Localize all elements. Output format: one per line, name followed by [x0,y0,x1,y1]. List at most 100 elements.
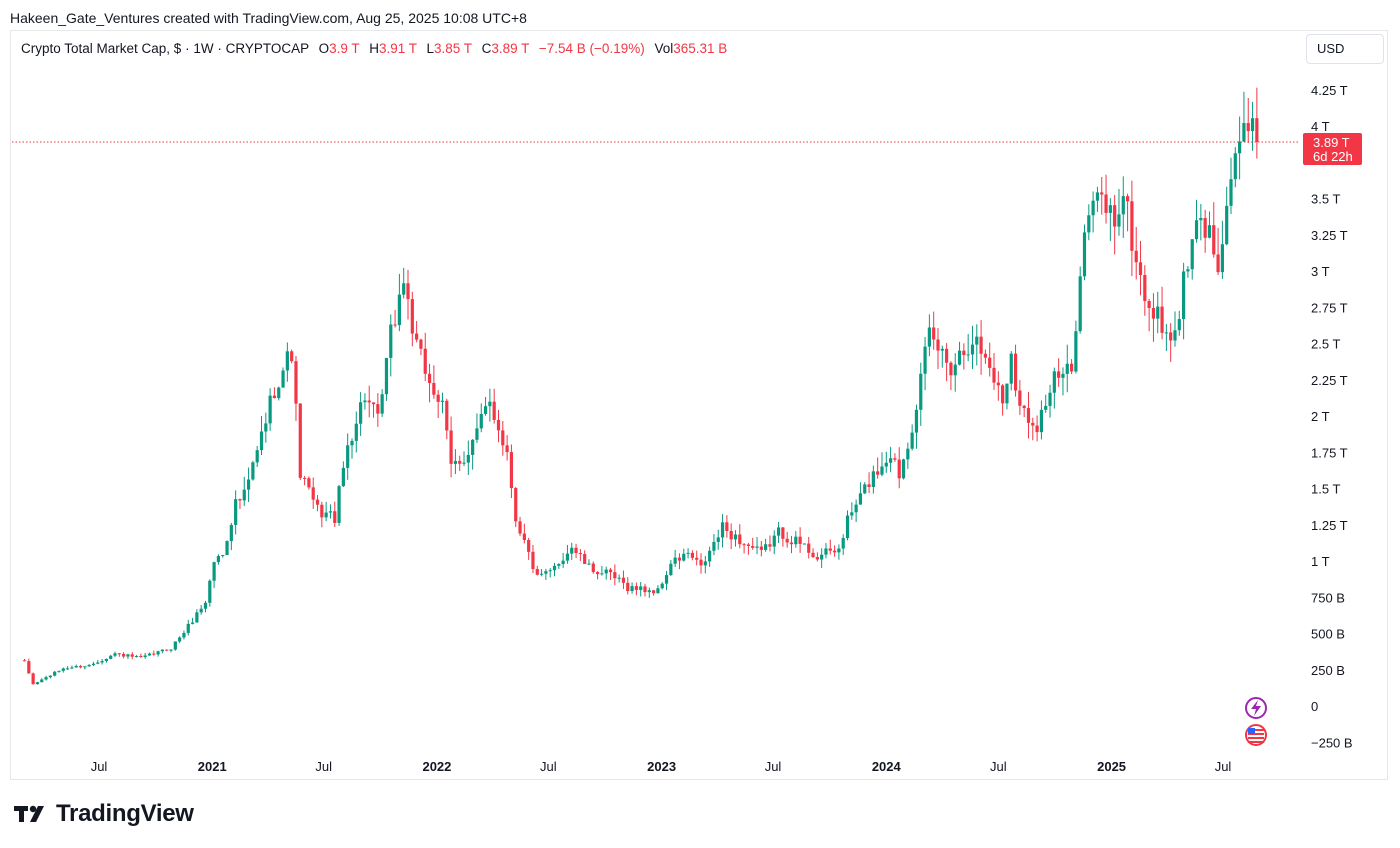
candle-down[interactable] [1255,118,1259,142]
candle-down[interactable] [315,499,320,505]
candle-down[interactable] [1246,123,1250,132]
candle-up[interactable] [927,327,931,347]
candle-down[interactable] [1203,217,1207,238]
candle-down[interactable] [527,540,531,552]
candle-down[interactable] [690,552,694,558]
currency-button[interactable]: USD [1306,34,1384,64]
candle-up[interactable] [845,515,850,539]
candle-down[interactable] [333,511,337,523]
candle-up[interactable] [216,556,221,563]
candle-down[interactable] [376,404,380,414]
candle-down[interactable] [1013,353,1018,391]
candle-up[interactable] [359,402,363,424]
candle-down[interactable] [139,656,143,658]
candle-up[interactable] [66,668,70,670]
candle-down[interactable] [1104,194,1108,213]
candle-up[interactable] [350,440,354,446]
candle-up[interactable] [901,459,906,479]
candle-down[interactable] [695,557,699,560]
candle-up[interactable] [910,432,914,449]
candle-up[interactable] [488,401,492,407]
candle-up[interactable] [755,546,759,548]
candle-up[interactable] [716,537,720,542]
candle-down[interactable] [699,559,703,566]
candle-down[interactable] [936,339,940,351]
candle-up[interactable] [1095,192,1100,201]
candle-down[interactable] [78,666,83,668]
candle-down[interactable] [496,419,501,431]
candle-up[interactable] [113,653,117,656]
candle-up[interactable] [53,671,57,676]
candle-up[interactable] [884,462,888,467]
candle-up[interactable] [682,553,686,561]
candle-up[interactable] [1091,200,1095,216]
candle-down[interactable] [988,357,992,368]
candle-down[interactable] [876,471,880,475]
candle-up[interactable] [160,649,165,652]
candle-up[interactable] [794,536,798,545]
candle-up[interactable] [91,663,96,666]
candle-up[interactable] [880,466,884,475]
candle-down[interactable] [117,653,121,655]
candle-down[interactable] [949,362,953,376]
chart-panel[interactable] [10,30,1388,780]
candle-down[interactable] [522,533,526,541]
candle-down[interactable] [759,546,763,550]
candle-down[interactable] [367,400,371,403]
candle-up[interactable] [802,543,807,545]
candle-up[interactable] [906,448,910,460]
candle-down[interactable] [415,333,419,340]
candle-down[interactable] [165,649,169,651]
candle-up[interactable] [268,395,272,424]
candle-down[interactable] [505,445,509,453]
candle-up[interactable] [483,406,488,414]
candle-down[interactable] [798,536,802,544]
candle-up[interactable] [854,504,858,513]
candle-up[interactable] [354,423,358,441]
candle-up[interactable] [156,651,160,655]
candle-up[interactable] [1182,271,1186,320]
candle-down[interactable] [406,283,410,300]
candle-up[interactable] [173,641,177,650]
candle-down[interactable] [294,361,298,404]
candle-up[interactable] [341,467,345,487]
candle-down[interactable] [1031,422,1035,426]
candle-up[interactable] [462,462,466,464]
candle-down[interactable] [436,394,440,402]
candle-up[interactable] [1121,196,1125,215]
candle-down[interactable] [1113,205,1117,227]
candle-down[interactable] [729,530,733,540]
candle-up[interactable] [190,622,195,624]
candle-down[interactable] [893,458,897,460]
symbol-title[interactable]: Crypto Total Market Cap, $ · 1W · CRYPTO… [21,41,309,56]
candle-down[interactable] [725,522,729,531]
candle-up[interactable] [557,564,561,566]
candle-up[interactable] [708,550,712,562]
candle-up[interactable] [552,565,557,571]
candle-up[interactable] [764,544,768,550]
candle-down[interactable] [518,521,522,534]
candle-down[interactable] [983,353,987,358]
candle-up[interactable] [1225,205,1229,245]
candle-down[interactable] [31,673,35,685]
candle-down[interactable] [578,552,582,555]
candle-up[interactable] [776,527,781,536]
candle-up[interactable] [733,534,738,540]
candle-down[interactable] [1022,405,1026,409]
candle-up[interactable] [182,632,186,638]
candle-down[interactable] [1001,385,1005,404]
candle-down[interactable] [574,547,578,553]
candle-up[interactable] [440,400,445,402]
candle-up[interactable] [1229,179,1233,206]
candle-down[interactable] [298,403,302,478]
candle-down[interactable] [1100,192,1104,195]
candle-up[interactable] [565,553,570,561]
candle-up[interactable] [919,373,923,410]
candle-up[interactable] [1207,225,1212,238]
candle-up[interactable] [384,357,389,395]
candle-down[interactable] [591,563,595,573]
candle-up[interactable] [772,535,776,547]
candle-up[interactable] [1177,319,1181,331]
candle-up[interactable] [639,586,643,590]
candle-down[interactable] [996,382,1000,386]
